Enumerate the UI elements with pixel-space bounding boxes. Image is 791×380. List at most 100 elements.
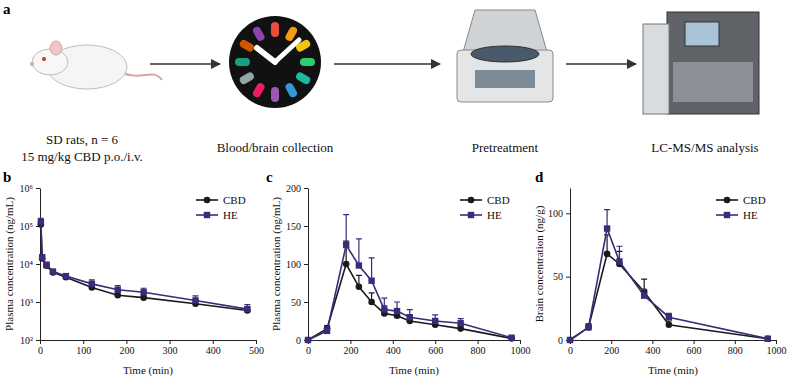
plot-data (38, 218, 251, 313)
rat-eye (42, 57, 46, 61)
tick-label: 600 (687, 345, 702, 356)
y-axis-title: Brain concentration (ng/g) (533, 205, 546, 322)
marker (641, 292, 647, 298)
clock-face (229, 16, 321, 108)
tick-mark (350, 340, 351, 344)
rat-nose (30, 62, 34, 66)
clock-mark (284, 82, 298, 99)
panel-label: a (3, 1, 11, 17)
marker (324, 328, 330, 334)
tick-mark (36, 188, 40, 189)
marker (244, 306, 250, 312)
y-axis: 050100150200 (286, 183, 309, 346)
tick-mark (478, 340, 479, 344)
step-label: 15 mg/kg CBD p.o./i.v. (21, 149, 143, 164)
clock-mark (300, 58, 315, 66)
tick: 150 (286, 221, 308, 232)
marker (765, 336, 771, 342)
tick-label: 400 (386, 345, 401, 356)
rat-tail (120, 72, 162, 80)
arrow (566, 63, 636, 65)
x-axis-title: Time (min) (123, 364, 173, 377)
x-axis: 0100200300400500 (38, 340, 264, 356)
tick-mark (393, 340, 394, 344)
marker (567, 337, 573, 343)
tick-label: 0 (306, 345, 311, 356)
tick: 1000 (511, 340, 531, 356)
chart: b010020030040050010²10³10⁴10⁵10⁶Time (mi… (3, 169, 264, 377)
marker (508, 335, 514, 341)
tick-label: 0 (568, 345, 573, 356)
lcms-icon (643, 12, 759, 114)
tick-mark (213, 340, 214, 344)
chart: c02004006008001000050100150200Time (min)… (266, 169, 531, 377)
error-bar (381, 306, 387, 314)
tick-mark (435, 340, 436, 344)
tick: 1000 (767, 340, 787, 356)
marker (585, 324, 591, 330)
tick-label: 1000 (767, 345, 787, 356)
legend-label: CBD (223, 194, 246, 206)
legend-label: HE (743, 209, 758, 221)
marker (192, 297, 198, 303)
marker (764, 335, 771, 342)
tick: 200 (119, 340, 134, 356)
tick: 10⁴ (20, 259, 41, 270)
tick-label: 400 (645, 345, 660, 356)
tick: 800 (471, 340, 486, 356)
legend-swatch (204, 212, 210, 218)
tick-label: 150 (286, 221, 301, 232)
tick-label: 200 (286, 183, 301, 194)
tick-mark (611, 340, 612, 344)
tick-label: 10⁵ (20, 221, 34, 232)
marker (666, 322, 673, 329)
rat-head (32, 49, 68, 75)
marker (394, 308, 400, 314)
tick: 200 (286, 183, 308, 194)
series-line (308, 245, 512, 340)
marker (43, 262, 49, 268)
tick: 600 (428, 340, 443, 356)
marker (407, 314, 413, 320)
tick: 100 (286, 259, 308, 270)
tick: 200 (604, 340, 619, 356)
tick-label: 10² (20, 335, 33, 346)
clock-mark (238, 39, 255, 53)
series-line (570, 229, 768, 340)
clock-hand (275, 40, 299, 62)
legend-swatch (724, 197, 731, 204)
tick: 800 (728, 340, 743, 356)
marker (604, 251, 611, 258)
rat-icon (30, 41, 162, 89)
tick: 500 (249, 340, 264, 356)
series-line (41, 222, 247, 309)
tick-mark (36, 264, 40, 265)
legend-swatch (724, 212, 730, 218)
clock-mark (252, 25, 266, 42)
legend: CBDHE (716, 194, 766, 221)
marker (356, 262, 362, 268)
tick-mark (83, 340, 84, 344)
clock-mark (252, 82, 266, 99)
panel-label: c (266, 169, 273, 185)
tick-label: 10⁶ (20, 183, 34, 194)
tick-label: 0 (38, 345, 43, 356)
marker (343, 242, 349, 248)
centrifuge-icon (457, 10, 553, 102)
tick-mark (694, 340, 695, 344)
tick-mark (520, 340, 521, 344)
marker (50, 269, 57, 276)
marker (356, 284, 363, 291)
legend-swatch (468, 212, 474, 218)
tick-mark (40, 340, 41, 344)
lcms-body (667, 12, 759, 114)
rat-ear (50, 41, 62, 55)
x-axis-title: Time (min) (648, 364, 698, 377)
tick: 10² (20, 335, 40, 346)
marker (89, 281, 95, 287)
tick-mark (126, 340, 127, 344)
y-axis: 050100 (548, 189, 571, 346)
marker (140, 289, 146, 295)
marker (585, 324, 592, 331)
workflow: aSD rats, n = 615 mg/kg CBD p.o./i.v.Blo… (3, 1, 759, 164)
